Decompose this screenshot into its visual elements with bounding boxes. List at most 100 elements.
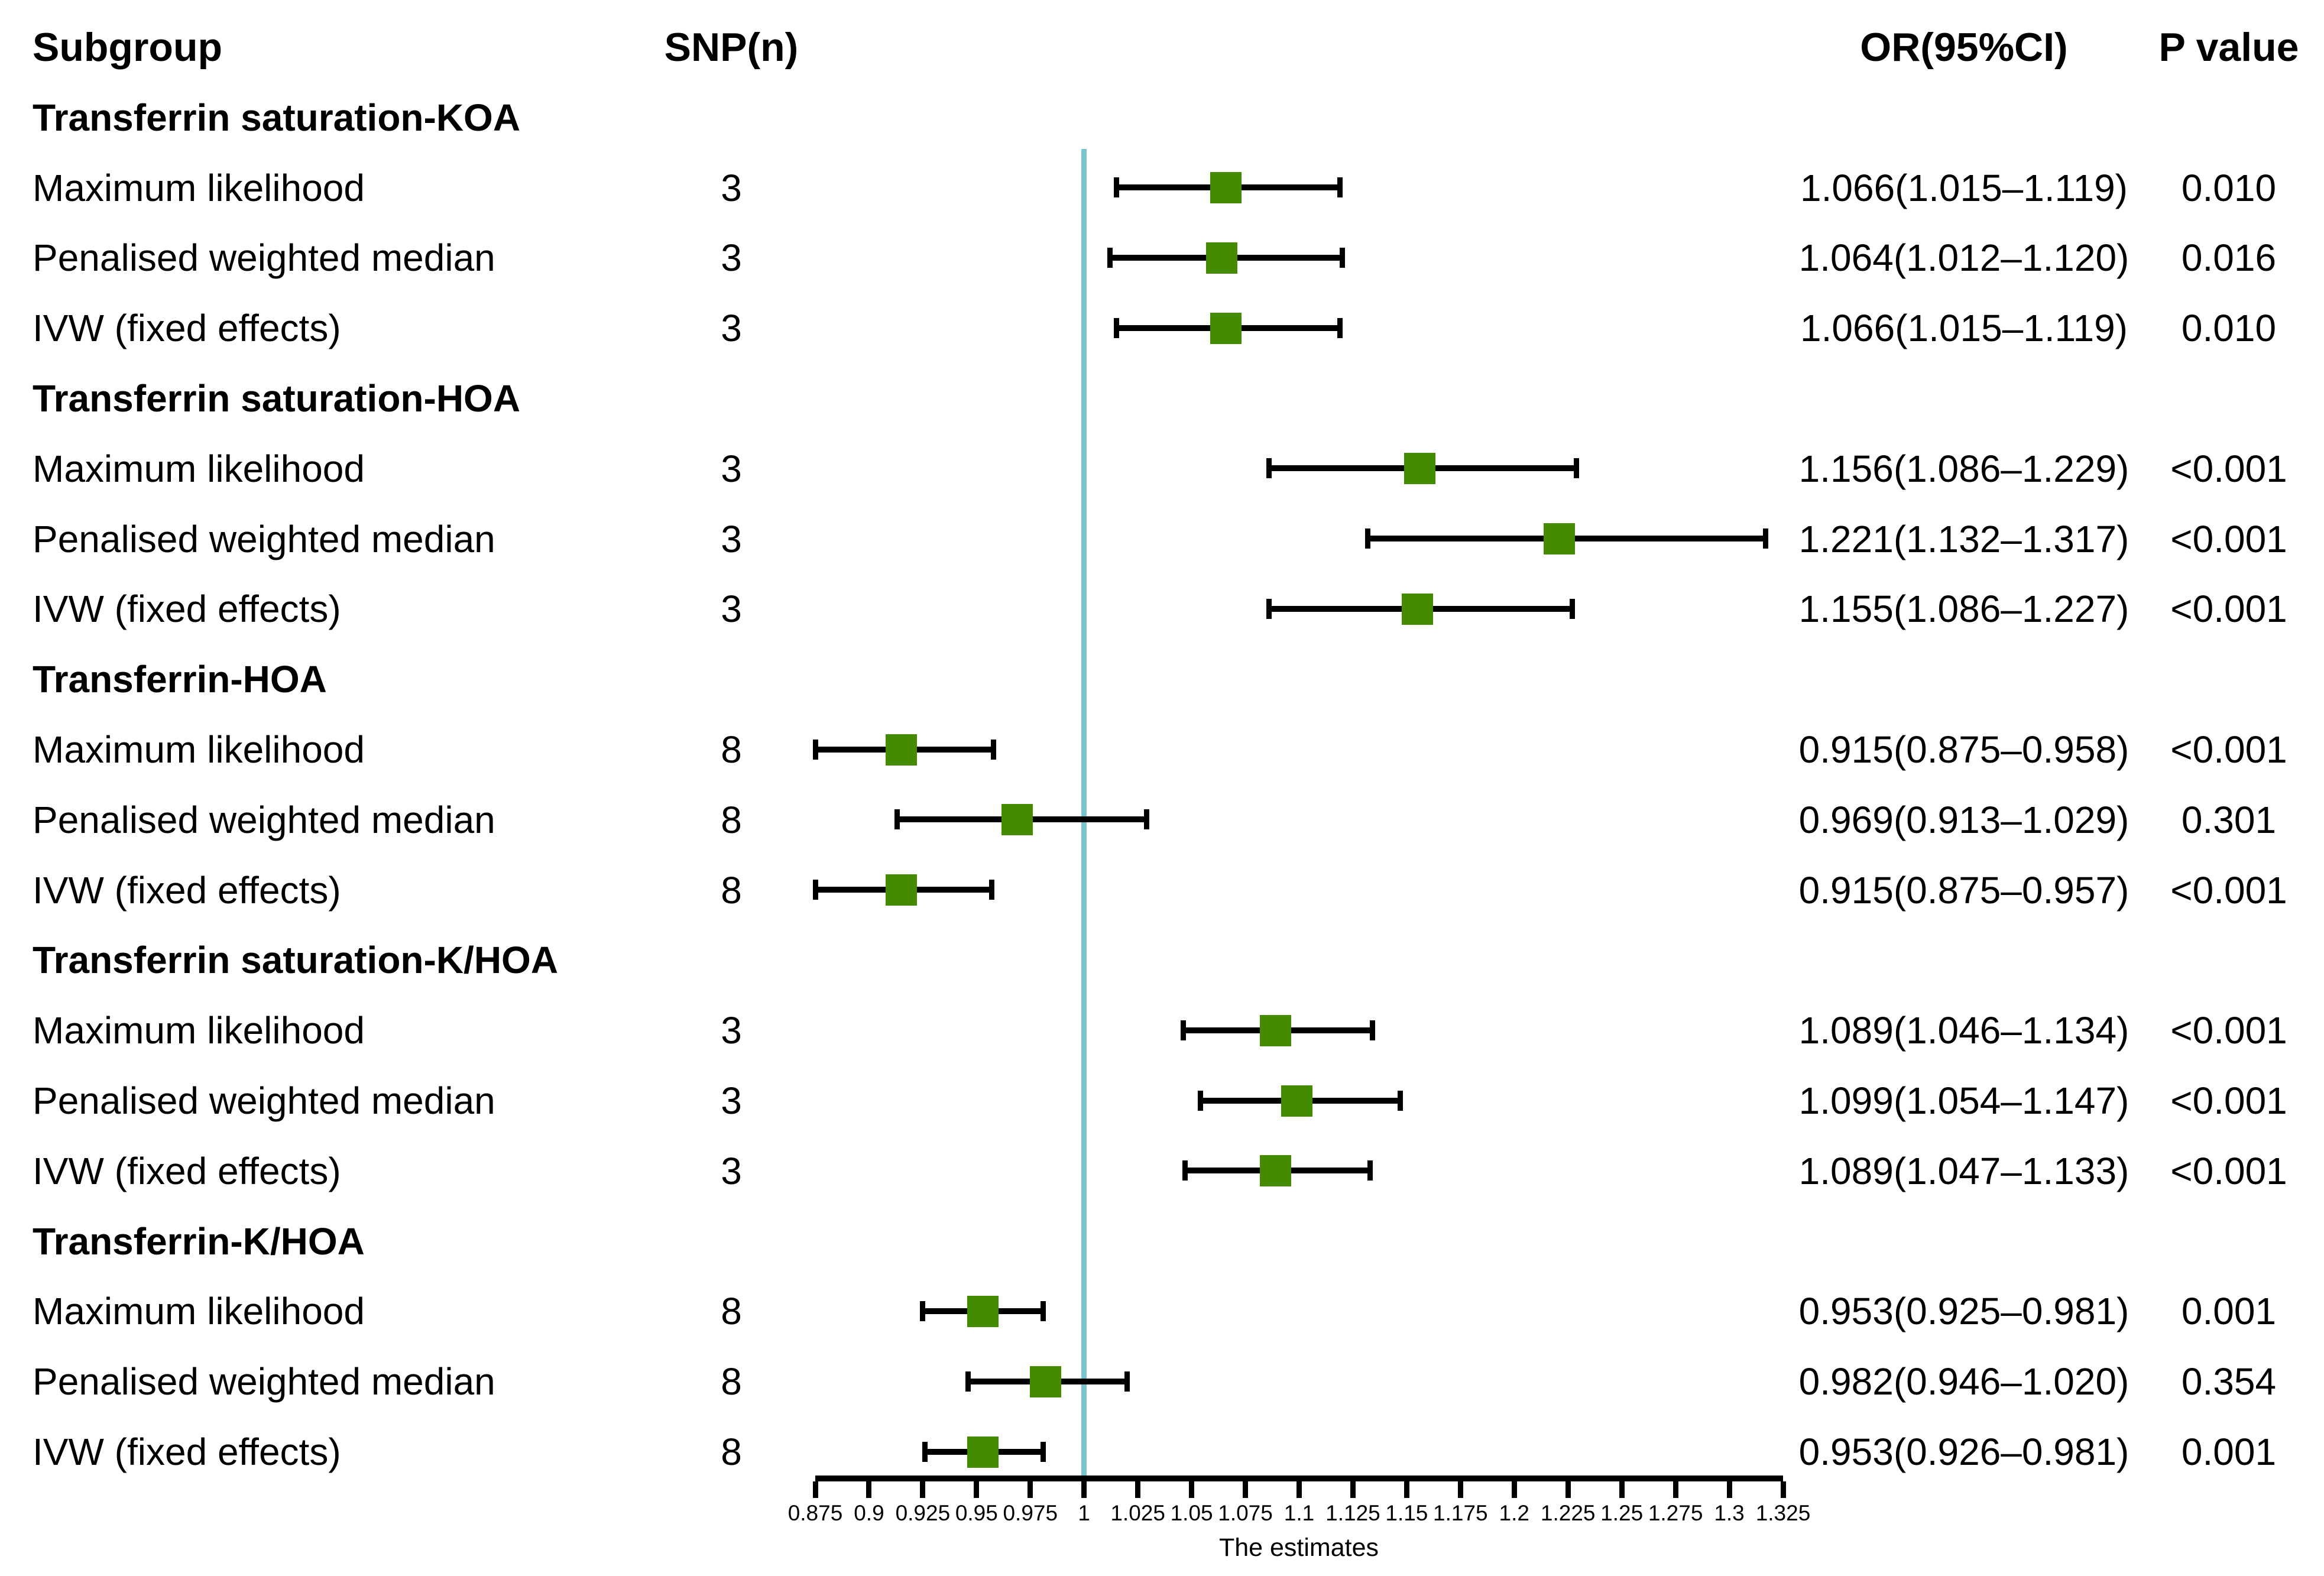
p-value-text: 0.010	[2181, 307, 2277, 350]
or-point-marker	[886, 734, 917, 766]
x-axis-tick-label: 1.15	[1385, 1501, 1428, 1525]
ci-cap-right	[1574, 458, 1580, 479]
group-name: Transferrin saturation-KOA	[33, 96, 521, 139]
x-axis-tick	[1350, 1481, 1356, 1498]
p-value-text: <0.001	[2170, 1149, 2287, 1192]
x-axis-tick-label: 0.925	[895, 1501, 951, 1525]
x-axis-tick-label: 1.275	[1648, 1501, 1703, 1525]
method-label: IVW (fixed effects)	[33, 1149, 341, 1192]
x-axis-tick	[1565, 1481, 1571, 1498]
p-value-text: <0.001	[2170, 447, 2287, 490]
p-value-text: 0.016	[2181, 236, 2277, 280]
snp-count: 3	[721, 166, 742, 209]
forest-data-row: Penalised weighted median 8 0.982(0.946–…	[0, 1347, 2324, 1417]
ci-cap-left	[894, 809, 900, 830]
snp-count: 3	[721, 447, 742, 490]
x-axis-tick-label: 1.3	[1714, 1501, 1745, 1525]
x-axis-tick-label: 1.075	[1218, 1501, 1273, 1525]
p-value-text: <0.001	[2170, 1009, 2287, 1052]
ci-cap-right	[988, 880, 994, 900]
method-label: IVW (fixed effects)	[33, 1431, 341, 1473]
column-header-p-value: P value	[2158, 24, 2299, 70]
forest-data-row: Maximum likelihood 3 1.066(1.015–1.119) …	[0, 153, 2324, 223]
column-header-row: Subgroup SNP(n) OR(95%CI) P value	[0, 12, 2324, 82]
or-ci-text: 1.155(1.086–1.227)	[1798, 588, 2129, 631]
ci-cap-right	[991, 739, 997, 760]
or-ci-text: 0.953(0.925–0.981)	[1798, 1290, 2129, 1333]
ci-cap-left	[1266, 458, 1272, 479]
or-ci-text: 1.156(1.086–1.229)	[1798, 447, 2129, 490]
group-name: Transferrin-HOA	[33, 658, 327, 701]
x-axis-tick-label: 1.1	[1283, 1501, 1315, 1525]
forest-data-row: IVW (fixed effects) 3 1.066(1.015–1.119)…	[0, 293, 2324, 364]
method-label: Penalised weighted median	[33, 798, 495, 841]
ci-cap-left	[1107, 247, 1113, 268]
ci-cap-left	[965, 1371, 971, 1392]
method-label: IVW (fixed effects)	[33, 307, 341, 350]
ci-cap-right	[1337, 317, 1343, 338]
ci-cap-right	[1763, 528, 1769, 549]
forest-data-row: Penalised weighted median 3 1.099(1.054–…	[0, 1066, 2324, 1136]
or-point-marker	[967, 1295, 999, 1327]
snp-count: 3	[721, 517, 742, 560]
x-axis-tick-label: 1.2	[1499, 1501, 1529, 1525]
p-value-text: <0.001	[2170, 728, 2287, 771]
ci-cap-left	[1113, 317, 1119, 338]
x-axis-tick	[1028, 1481, 1033, 1498]
x-axis-tick	[812, 1481, 818, 1498]
method-label: Maximum likelihood	[33, 1290, 365, 1333]
p-value-text: <0.001	[2170, 1079, 2287, 1122]
method-label: IVW (fixed effects)	[33, 588, 341, 631]
forest-data-row: Penalised weighted median 3 1.221(1.132–…	[0, 504, 2324, 574]
x-axis-tick	[1672, 1481, 1678, 1498]
x-axis-tick-label: 1.125	[1325, 1501, 1380, 1525]
or-point-marker	[1210, 172, 1242, 204]
x-axis-tick	[1243, 1481, 1249, 1498]
ci-cap-left	[1365, 528, 1371, 549]
or-point-marker	[1259, 1014, 1291, 1046]
method-label: Penalised weighted median	[33, 1079, 495, 1122]
snp-count: 3	[721, 588, 742, 631]
column-header-or-ci: OR(95%CI)	[1860, 24, 2068, 70]
or-ci-text: 1.221(1.132–1.317)	[1798, 517, 2129, 560]
reference-line	[1081, 149, 1087, 1481]
group-name: Transferrin saturation-K/HOA	[33, 939, 559, 982]
snp-count: 8	[721, 1431, 742, 1473]
ci-cap-left	[1182, 1160, 1188, 1181]
x-axis-tick	[1457, 1481, 1463, 1498]
or-point-marker	[1404, 453, 1435, 485]
x-axis-tick-label: 0.875	[787, 1501, 843, 1525]
or-ci-text: 1.089(1.047–1.133)	[1798, 1149, 2129, 1192]
x-axis-tick-label: 1.05	[1170, 1501, 1213, 1525]
p-value-text: <0.001	[2170, 517, 2287, 560]
or-ci-text: 1.066(1.015–1.119)	[1800, 166, 2128, 209]
or-point-marker	[1029, 1366, 1061, 1397]
forest-data-row: Penalised weighted median 8 0.969(0.913–…	[0, 784, 2324, 855]
or-point-marker	[1206, 242, 1238, 274]
p-value-text: 0.001	[2181, 1431, 2277, 1473]
ci-cap-left	[1180, 1020, 1186, 1040]
forest-data-row: Maximum likelihood 8 0.953(0.925–0.981) …	[0, 1276, 2324, 1347]
ci-cap-left	[812, 739, 818, 760]
group-header-row: Transferrin saturation-HOA	[0, 364, 2324, 434]
x-axis-line	[815, 1476, 1783, 1481]
forest-data-row: IVW (fixed effects) 8 0.915(0.875–0.957)…	[0, 855, 2324, 925]
group-name: Transferrin-K/HOA	[33, 1220, 365, 1263]
or-point-marker	[967, 1436, 999, 1468]
ci-cap-left	[1113, 177, 1119, 198]
method-label: Penalised weighted median	[33, 236, 495, 280]
group-name: Transferrin saturation-HOA	[33, 377, 521, 420]
x-axis-tick	[1404, 1481, 1409, 1498]
or-ci-text: 0.982(0.946–1.020)	[1798, 1360, 2129, 1403]
ci-cap-left	[920, 1301, 926, 1321]
x-axis-tick	[1296, 1481, 1302, 1498]
group-header-row: Transferrin-K/HOA	[0, 1206, 2324, 1276]
or-point-marker	[1402, 593, 1434, 625]
or-ci-text: 1.099(1.054–1.147)	[1798, 1079, 2129, 1122]
forest-data-row: Penalised weighted median 3 1.064(1.012–…	[0, 223, 2324, 293]
or-point-marker	[886, 874, 917, 906]
x-axis-tick	[974, 1481, 980, 1498]
x-axis-tick-label: 0.9	[854, 1501, 884, 1525]
p-value-text: 0.301	[2181, 798, 2277, 841]
